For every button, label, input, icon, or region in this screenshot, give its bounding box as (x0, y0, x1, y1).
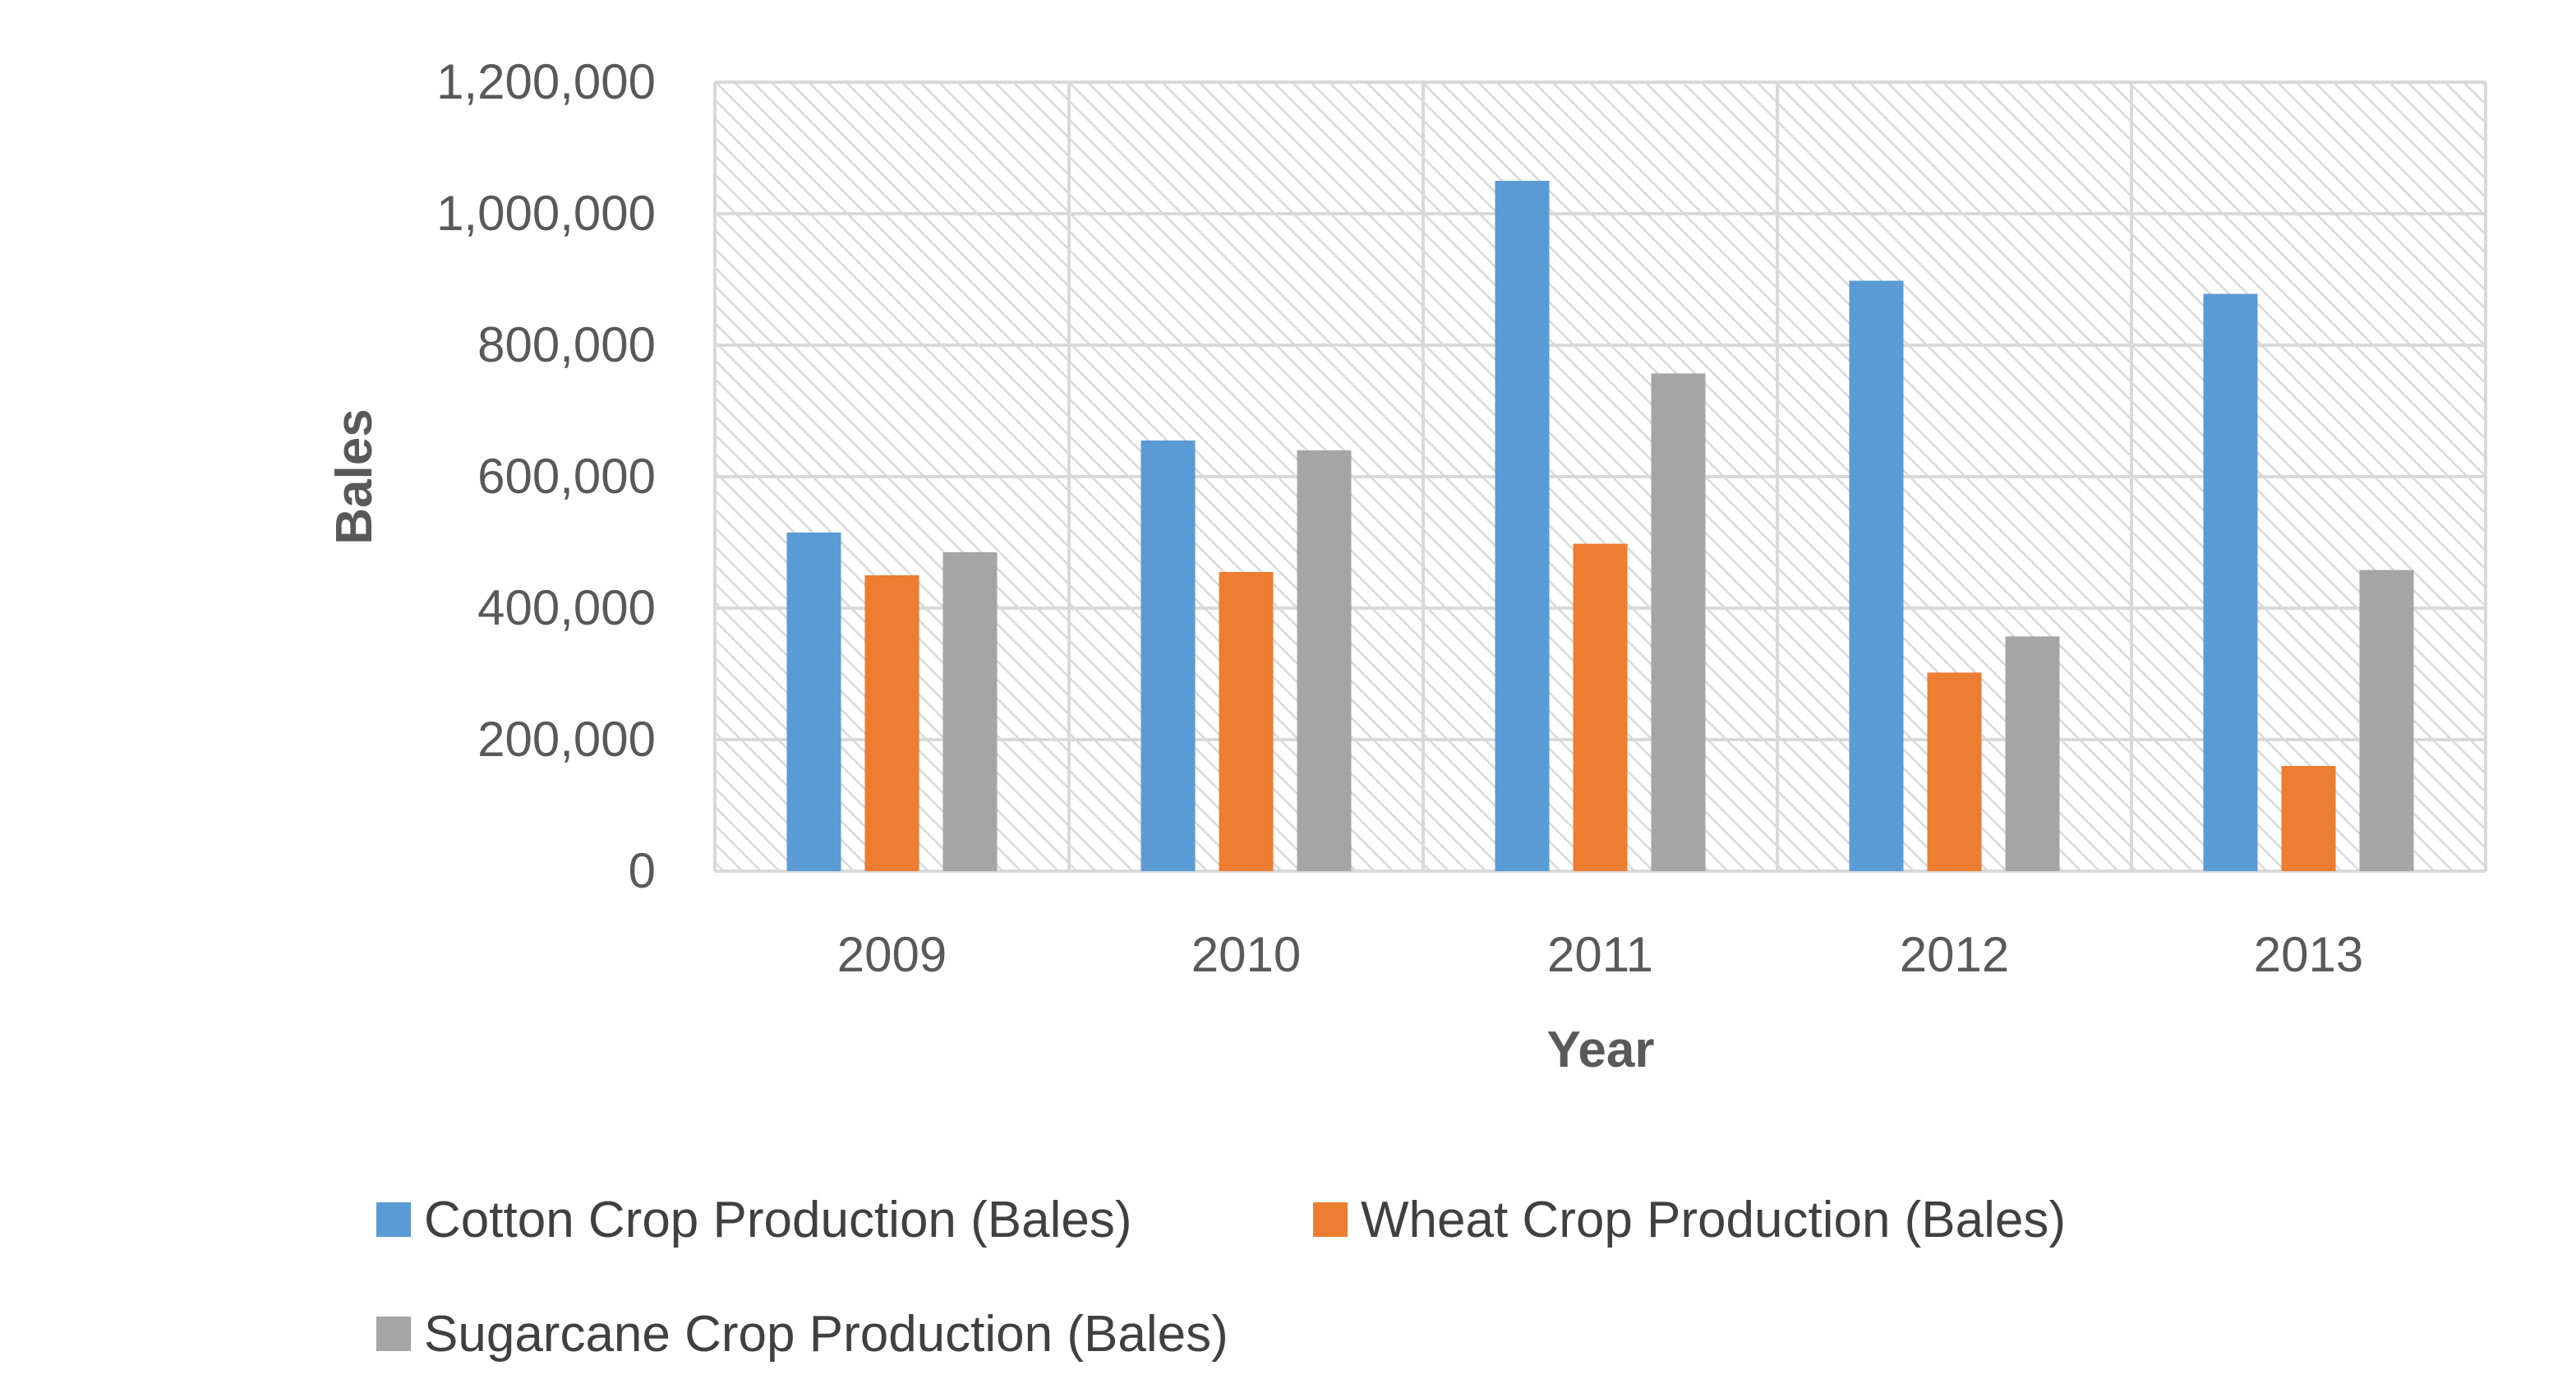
y-axis-title: Bales (326, 408, 383, 544)
y-axis-ticks: 0 200,000 400,000 600,000 800,000 1,000,000 1,… (436, 54, 656, 898)
bar-cotton-2011 (1495, 181, 1550, 871)
bar-wheat-2009 (864, 575, 919, 871)
y-tick-label: 0 (629, 843, 656, 898)
legend-swatch-wheat (1313, 1202, 1348, 1237)
bar-sugarcane-2011 (1651, 373, 1706, 871)
x-axis-ticks: 2009 2010 2011 2012 2013 (837, 927, 2363, 982)
legend-label-sugarcane: Sugarcane Crop Production (Bales) (424, 1306, 1228, 1363)
x-tick-label: 2009 (837, 927, 947, 982)
bar-cotton-2009 (786, 533, 841, 871)
bar-wheat-2012 (1927, 672, 1982, 871)
legend-swatch-cotton (376, 1202, 411, 1237)
x-tick-label: 2012 (1900, 927, 2009, 982)
x-tick-label: 2013 (2254, 927, 2363, 982)
y-tick-label: 200,000 (477, 712, 656, 767)
bar-cotton-2013 (2203, 293, 2258, 872)
y-tick-label: 1,200,000 (436, 54, 656, 109)
bar-cotton-2010 (1141, 441, 1196, 871)
bar-sugarcane-2010 (1297, 450, 1352, 871)
bar-sugarcane-2009 (942, 552, 998, 871)
legend-label-cotton: Cotton Crop Production (Bales) (424, 1192, 1132, 1248)
x-tick-label: 2010 (1191, 927, 1301, 982)
x-tick-label: 2011 (1547, 927, 1653, 982)
bar-sugarcane-2012 (2005, 636, 2060, 871)
bar-wheat-2013 (2281, 766, 2336, 871)
legend-label-wheat: Wheat Crop Production (Bales) (1361, 1192, 2066, 1248)
bar-wheat-2010 (1219, 572, 1274, 871)
bars-group (786, 181, 2414, 872)
legend-swatch-sugarcane (376, 1317, 411, 1351)
bar-cotton-2012 (1849, 280, 1904, 872)
y-tick-label: 800,000 (477, 317, 656, 372)
bar-wheat-2011 (1573, 543, 1628, 871)
x-axis-title: Year (1546, 1022, 1654, 1078)
bar-sugarcane-2013 (2359, 570, 2414, 871)
y-tick-label: 600,000 (477, 449, 656, 504)
y-tick-label: 1,000,000 (436, 186, 656, 241)
legend: Cotton Crop Production (Bales) Wheat Cro… (376, 1192, 2066, 1363)
y-tick-label: 400,000 (477, 580, 656, 635)
